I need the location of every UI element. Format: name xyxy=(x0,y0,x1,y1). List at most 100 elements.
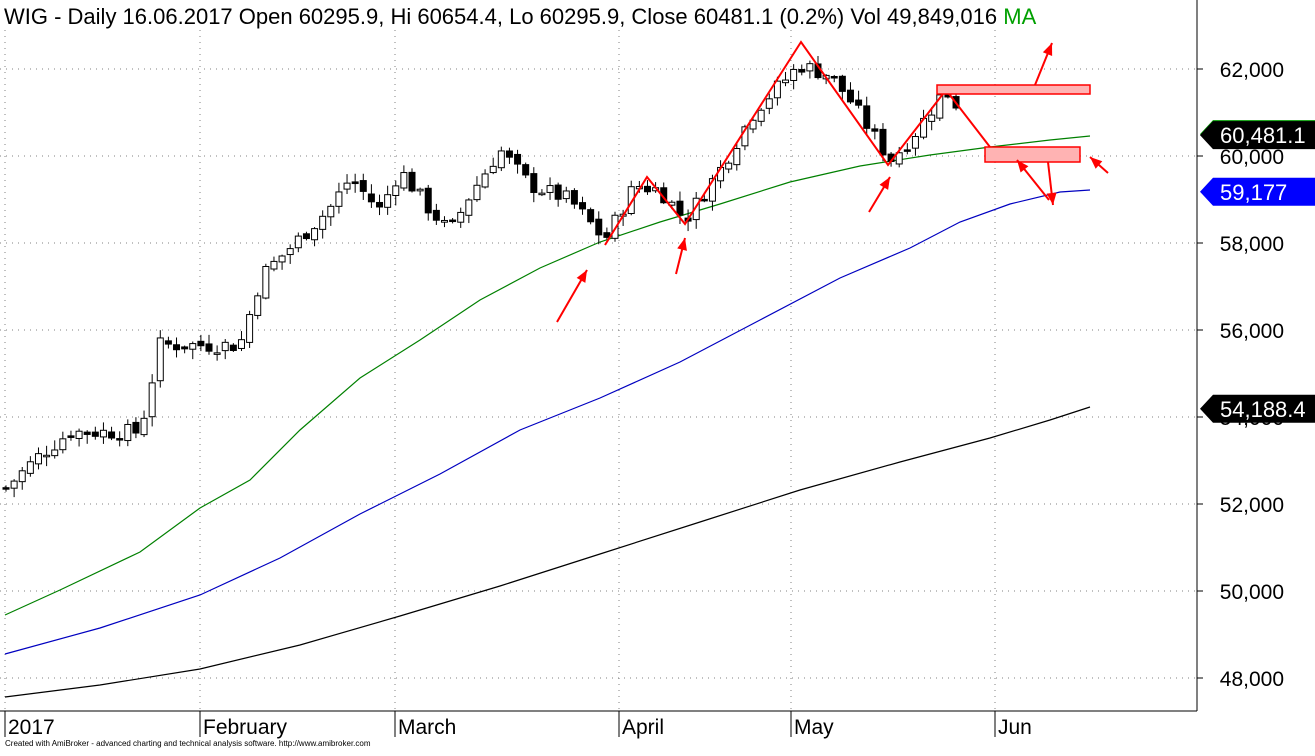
candle-up xyxy=(489,165,497,174)
x-tick-label: 2017 xyxy=(8,716,55,739)
annotation-arrow-head xyxy=(677,238,687,251)
candle-up xyxy=(928,114,936,122)
candle-down xyxy=(424,187,432,214)
candle-up xyxy=(757,109,765,122)
candle-up xyxy=(749,119,757,130)
candle-up xyxy=(936,94,944,119)
candle-down xyxy=(587,209,595,223)
candle-up xyxy=(221,341,229,352)
candle-up xyxy=(294,235,302,249)
candle-up xyxy=(156,337,164,382)
candle-down xyxy=(643,185,651,193)
candle-down xyxy=(432,209,440,221)
candle-up xyxy=(611,214,619,239)
candle-up xyxy=(51,449,59,457)
candle-up xyxy=(457,211,465,223)
candle-down xyxy=(229,344,237,351)
candle-up xyxy=(400,172,408,189)
value-badge-bg xyxy=(1200,394,1315,423)
candle-up xyxy=(416,188,424,192)
candle-up xyxy=(538,192,546,196)
candle-down xyxy=(522,164,530,176)
x-tick-label: April xyxy=(622,716,664,739)
candle-down xyxy=(579,202,587,210)
value-badge-label: 59,177 xyxy=(1220,180,1287,205)
candle-up xyxy=(254,295,262,316)
candle-down xyxy=(595,218,603,236)
candle-down xyxy=(2,487,10,490)
candle-down xyxy=(205,343,213,352)
candle-down xyxy=(164,340,172,345)
candle-down xyxy=(505,150,513,158)
x-tick-label: May xyxy=(794,716,834,739)
candle-down xyxy=(838,75,846,92)
value-badge: 59,177 xyxy=(1200,177,1315,206)
candle-down xyxy=(181,346,189,350)
candle-up xyxy=(497,150,505,169)
y-tick-label: 52,000 xyxy=(1220,494,1284,517)
candle-up xyxy=(311,228,319,241)
x-tick-label: February xyxy=(203,716,288,739)
candle-up xyxy=(237,339,245,349)
candle-up xyxy=(140,417,148,436)
candle-up xyxy=(473,184,481,201)
moving-averages xyxy=(4,135,1091,698)
candle-up xyxy=(213,352,221,355)
candle-up xyxy=(392,185,400,196)
y-tick-label: 56,000 xyxy=(1220,320,1284,343)
chart-title-ma-label: MA xyxy=(1003,4,1036,29)
y-tick-label: 58,000 xyxy=(1220,233,1284,256)
candle-down xyxy=(603,232,611,238)
candle-up xyxy=(18,470,26,483)
candle-up xyxy=(148,382,156,418)
candle-down xyxy=(449,219,457,223)
candle-up xyxy=(270,260,278,270)
candle-up xyxy=(26,461,34,474)
candle-up xyxy=(733,148,741,166)
candle-down xyxy=(903,149,911,152)
x-tick-label: Jun xyxy=(998,716,1032,739)
candle-up xyxy=(262,265,270,299)
candle-down xyxy=(197,340,205,347)
ma-green-line xyxy=(4,135,1091,616)
footer-credit: Created with AmiBroker - advanced charti… xyxy=(5,739,371,748)
candle-down xyxy=(700,198,708,202)
candle-up xyxy=(335,191,343,207)
ma-black-line xyxy=(4,406,1091,698)
resistance-zone xyxy=(936,84,1091,95)
candle-down xyxy=(359,180,367,192)
annotation-arrow-head xyxy=(1042,43,1053,56)
candle-up xyxy=(725,162,733,170)
candle-up xyxy=(10,480,18,489)
value-badge: 54,188.4 xyxy=(1200,394,1315,423)
candle-up xyxy=(627,186,635,215)
candle-up xyxy=(59,438,67,451)
candle-down xyxy=(514,153,522,165)
annotation-arrow-head xyxy=(1017,160,1029,173)
candle-up xyxy=(790,68,798,81)
candle-down xyxy=(855,99,863,106)
candle-up xyxy=(708,178,716,202)
candle-down xyxy=(83,431,91,435)
chart-title: WIG - Daily 16.06.2017 Open 60295.9, Hi … xyxy=(4,4,1037,29)
y-tick-label: 48,000 xyxy=(1220,668,1284,691)
candle-up xyxy=(911,136,919,149)
candle-up xyxy=(765,98,773,109)
candle-down xyxy=(302,233,310,240)
candle-up xyxy=(481,173,489,188)
candle-up xyxy=(384,194,392,208)
y-tick-label: 62,000 xyxy=(1220,59,1284,82)
candle-down xyxy=(367,193,375,203)
candle-up xyxy=(99,429,107,438)
candle-up xyxy=(562,190,570,200)
candle-down xyxy=(798,68,806,73)
annotation-arrow-head xyxy=(1046,192,1057,205)
value-badge-label: 54,188.4 xyxy=(1220,397,1306,422)
candle-up xyxy=(34,453,42,465)
candle-down xyxy=(871,128,879,132)
candle-down xyxy=(132,421,140,434)
candle-down xyxy=(67,435,75,438)
y-tick-label: 60,000 xyxy=(1220,146,1284,169)
